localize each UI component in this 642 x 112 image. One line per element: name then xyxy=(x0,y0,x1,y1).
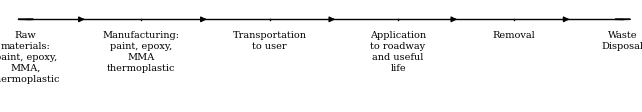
Text: Removal: Removal xyxy=(492,30,535,39)
Text: Manufacturing:
paint, epoxy,
MMA
thermoplastic: Manufacturing: paint, epoxy, MMA thermop… xyxy=(103,30,180,72)
Text: Transportation
to user: Transportation to user xyxy=(232,30,307,50)
Text: Waste
Disposal: Waste Disposal xyxy=(602,30,642,50)
Text: Application
to roadway
and useful
life: Application to roadway and useful life xyxy=(370,30,426,72)
Text: Raw
materials:
paint, epoxy,
MMA,
thermoplastic: Raw materials: paint, epoxy, MMA, thermo… xyxy=(0,30,60,83)
